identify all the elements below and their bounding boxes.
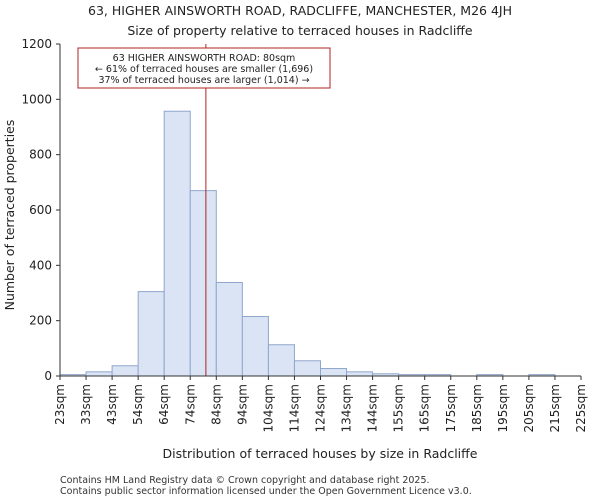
x-tick-label-124sqm: 124sqm (314, 384, 328, 432)
bar-33sqm (85, 371, 113, 377)
y-tick-label-1000: 1000 (21, 92, 52, 106)
bars-group (59, 110, 556, 377)
x-tick-label-104sqm: 104sqm (261, 384, 275, 432)
x-tick-label-74sqm: 74sqm (183, 384, 197, 425)
x-tick-label-134sqm: 134sqm (340, 384, 354, 432)
x-tick-label-94sqm: 94sqm (235, 384, 249, 425)
chart-title-line2: Size of property relative to terraced ho… (127, 23, 473, 38)
x-tick-label-33sqm: 33sqm (79, 384, 93, 425)
y-tick-label-600: 600 (29, 203, 52, 217)
bar-54sqm (137, 291, 165, 377)
bar-134sqm (346, 371, 374, 377)
x-tick-label-175sqm: 175sqm (444, 384, 458, 432)
y-tick-label-200: 200 (29, 314, 52, 328)
y-tick-label-0: 0 (44, 369, 52, 383)
x-axis: 23sqm 33sqm 43sqm 54sqm 64sqm 74sqm 84sqm 94sqm… (53, 375, 588, 432)
y-tick-label-400: 400 (29, 258, 52, 272)
bar-74sqm (189, 190, 217, 377)
bar-124sqm (320, 368, 348, 377)
annotation-line1: 63 HIGHER AINSWORTH ROAD: 80sqm (113, 53, 296, 64)
annotation-line2: ← 61% of terraced houses are smaller (1,… (95, 64, 313, 75)
x-tick-label-84sqm: 84sqm (209, 384, 223, 425)
x-axis-label: Distribution of terraced houses by size … (163, 446, 478, 461)
y-axis: 0 200 400 600 800 1000 1200 (21, 37, 61, 383)
x-tick-label-185sqm: 185sqm (470, 384, 484, 432)
bar-104sqm (267, 344, 295, 377)
bar-64sqm (163, 110, 191, 377)
bar-94sqm (241, 316, 269, 377)
bar-43sqm (111, 365, 139, 377)
footer-line1: Contains HM Land Registry data © Crown c… (60, 475, 430, 486)
x-tick-label-23sqm: 23sqm (53, 384, 67, 425)
footer-line2: Contains public sector information licen… (60, 486, 472, 497)
chart-title-line1: 63, HIGHER AINSWORTH ROAD, RADCLIFFE, MA… (88, 3, 512, 18)
x-tick-label-54sqm: 54sqm (131, 384, 145, 425)
x-tick-label-205sqm: 205sqm (522, 384, 536, 432)
y-tick-label-1200: 1200 (21, 37, 52, 51)
bar-84sqm (215, 281, 243, 377)
x-tick-label-225sqm: 225sqm (574, 384, 588, 432)
x-tick-label-155sqm: 155sqm (392, 384, 406, 432)
annotation-box (77, 47, 331, 89)
y-axis-label: Number of terraced properties (2, 120, 17, 311)
x-tick-label-195sqm: 195sqm (496, 384, 510, 432)
x-tick-label-215sqm: 215sqm (548, 384, 562, 432)
x-tick-label-43sqm: 43sqm (105, 384, 119, 425)
y-tick-label-800: 800 (29, 148, 52, 162)
x-tick-label-114sqm: 114sqm (287, 384, 301, 432)
x-tick-label-144sqm: 144sqm (366, 384, 380, 432)
x-tick-label-64sqm: 64sqm (157, 384, 171, 425)
x-tick-label-165sqm: 165sqm (418, 384, 432, 432)
bar-114sqm (293, 360, 322, 377)
annotation-line3: 37% of terraced houses are larger (1,014… (98, 75, 309, 86)
